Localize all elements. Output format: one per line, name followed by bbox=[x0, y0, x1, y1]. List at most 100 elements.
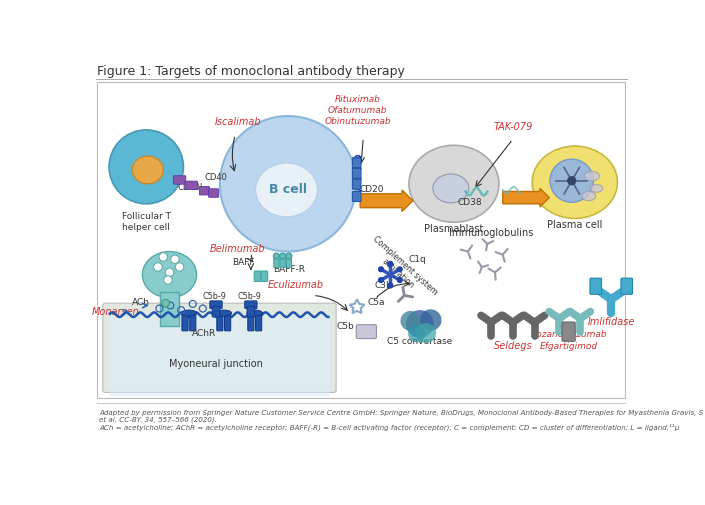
FancyBboxPatch shape bbox=[200, 186, 209, 195]
Ellipse shape bbox=[409, 145, 499, 222]
Circle shape bbox=[406, 310, 434, 338]
FancyBboxPatch shape bbox=[274, 259, 279, 267]
Circle shape bbox=[378, 277, 384, 283]
Text: C5b-9: C5b-9 bbox=[238, 292, 262, 301]
Text: et al. CC-BY. 34, 557–566 (2020).: et al. CC-BY. 34, 557–566 (2020). bbox=[99, 416, 216, 423]
Circle shape bbox=[416, 323, 436, 343]
FancyBboxPatch shape bbox=[209, 189, 219, 197]
Ellipse shape bbox=[582, 191, 596, 201]
Circle shape bbox=[408, 326, 425, 342]
FancyBboxPatch shape bbox=[245, 301, 257, 309]
Text: Plasma cell: Plasma cell bbox=[547, 220, 603, 230]
FancyBboxPatch shape bbox=[590, 278, 601, 294]
FancyBboxPatch shape bbox=[255, 314, 262, 331]
Ellipse shape bbox=[216, 310, 231, 316]
FancyBboxPatch shape bbox=[254, 271, 261, 281]
Circle shape bbox=[567, 176, 577, 185]
Text: Imlifidase: Imlifidase bbox=[587, 318, 635, 327]
Circle shape bbox=[286, 253, 292, 259]
Text: TAK-079: TAK-079 bbox=[493, 122, 532, 132]
FancyBboxPatch shape bbox=[185, 181, 197, 189]
Text: Follicular T
helper cell: Follicular T helper cell bbox=[122, 212, 171, 232]
FancyBboxPatch shape bbox=[261, 271, 268, 281]
FancyBboxPatch shape bbox=[352, 168, 361, 178]
Text: Belimumab: Belimumab bbox=[210, 243, 266, 254]
Text: ACh = acetylcholine; AChR = acetylcholine receptor; BAFF(-R) = B-cell activating: ACh = acetylcholine; AChR = acetylcholin… bbox=[99, 423, 679, 431]
Text: Figure 1: Targets of monoclonal antibody therapy: Figure 1: Targets of monoclonal antibody… bbox=[97, 65, 405, 78]
FancyArrow shape bbox=[503, 188, 549, 207]
Circle shape bbox=[378, 266, 384, 272]
Circle shape bbox=[164, 276, 172, 284]
Text: BAFF-R: BAFF-R bbox=[274, 265, 306, 274]
FancyBboxPatch shape bbox=[210, 301, 222, 309]
Text: Monarsen: Monarsen bbox=[92, 307, 139, 317]
FancyBboxPatch shape bbox=[247, 306, 255, 317]
FancyBboxPatch shape bbox=[280, 259, 286, 267]
FancyBboxPatch shape bbox=[352, 191, 361, 201]
Circle shape bbox=[154, 263, 162, 271]
Text: Seldegs: Seldegs bbox=[493, 341, 532, 351]
Circle shape bbox=[387, 282, 393, 288]
Text: C5a: C5a bbox=[368, 298, 386, 308]
FancyBboxPatch shape bbox=[97, 82, 625, 398]
Text: AChR: AChR bbox=[192, 329, 216, 338]
Text: C5b-9: C5b-9 bbox=[202, 292, 226, 301]
FancyBboxPatch shape bbox=[352, 158, 361, 168]
Ellipse shape bbox=[584, 172, 600, 181]
FancyBboxPatch shape bbox=[621, 278, 632, 294]
Circle shape bbox=[109, 130, 183, 204]
Text: C5b: C5b bbox=[337, 322, 355, 331]
Ellipse shape bbox=[532, 146, 618, 219]
Circle shape bbox=[397, 277, 403, 283]
Circle shape bbox=[280, 253, 286, 259]
FancyBboxPatch shape bbox=[247, 314, 254, 331]
FancyBboxPatch shape bbox=[182, 314, 188, 331]
Circle shape bbox=[220, 116, 356, 251]
Circle shape bbox=[419, 309, 441, 331]
Ellipse shape bbox=[142, 251, 197, 298]
Circle shape bbox=[400, 311, 421, 331]
Ellipse shape bbox=[433, 174, 469, 203]
FancyBboxPatch shape bbox=[173, 176, 186, 184]
Ellipse shape bbox=[255, 163, 317, 217]
Text: C5 convertase: C5 convertase bbox=[387, 337, 453, 346]
Text: ACh: ACh bbox=[132, 298, 150, 308]
Circle shape bbox=[387, 261, 393, 267]
FancyBboxPatch shape bbox=[224, 314, 231, 331]
Circle shape bbox=[159, 252, 168, 261]
Text: B cell: B cell bbox=[269, 183, 307, 196]
FancyBboxPatch shape bbox=[286, 259, 292, 267]
Text: BAFF: BAFF bbox=[232, 258, 255, 267]
Ellipse shape bbox=[247, 310, 262, 316]
Text: Iscalimab: Iscalimab bbox=[214, 117, 261, 127]
Ellipse shape bbox=[133, 156, 164, 184]
FancyBboxPatch shape bbox=[190, 314, 196, 331]
Circle shape bbox=[171, 255, 179, 264]
Circle shape bbox=[274, 253, 280, 259]
Ellipse shape bbox=[590, 184, 603, 192]
Circle shape bbox=[550, 159, 594, 203]
Text: C3b: C3b bbox=[375, 281, 393, 290]
Text: C1q: C1q bbox=[409, 256, 427, 264]
FancyArrow shape bbox=[360, 190, 413, 212]
Circle shape bbox=[161, 299, 169, 307]
Text: CD20: CD20 bbox=[360, 184, 384, 193]
FancyBboxPatch shape bbox=[562, 322, 575, 341]
Text: CD38: CD38 bbox=[457, 198, 482, 208]
FancyBboxPatch shape bbox=[103, 303, 336, 392]
FancyBboxPatch shape bbox=[216, 314, 223, 331]
FancyBboxPatch shape bbox=[356, 325, 376, 338]
Circle shape bbox=[397, 266, 403, 272]
Text: Adapted by permission from Springer Nature Customer Service Centre GmbH: Springe: Adapted by permission from Springer Natu… bbox=[99, 410, 705, 416]
Text: Myoneural junction: Myoneural junction bbox=[169, 359, 263, 369]
Text: Rituximab
Ofatumumab
Obinutuzumab: Rituximab Ofatumumab Obinutuzumab bbox=[324, 94, 391, 126]
Text: Rozanolixizumab
Efgartigimod: Rozanolixizumab Efgartigimod bbox=[530, 330, 607, 350]
Circle shape bbox=[176, 263, 184, 271]
FancyBboxPatch shape bbox=[352, 179, 361, 189]
Text: Plasmablast: Plasmablast bbox=[424, 224, 484, 233]
Ellipse shape bbox=[181, 310, 197, 316]
Text: Immunoglobulins: Immunoglobulins bbox=[449, 228, 533, 238]
Circle shape bbox=[165, 268, 173, 277]
FancyBboxPatch shape bbox=[212, 306, 220, 317]
Text: Complement system
activation: Complement system activation bbox=[364, 235, 440, 305]
